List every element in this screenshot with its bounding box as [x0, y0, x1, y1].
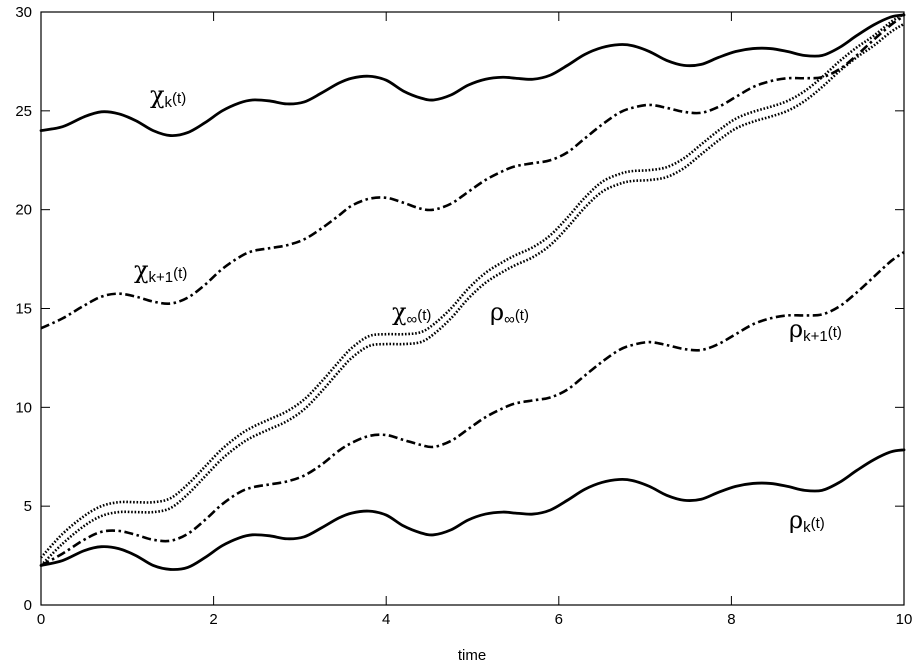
x-tick-label: 2: [209, 611, 217, 628]
label-rho-inf-base: ρ: [490, 298, 504, 326]
series-layer: [39, 12, 906, 571]
label-chi-k1-sub: k+1: [149, 269, 174, 286]
x-tick-label: 6: [555, 611, 563, 628]
label-rho-k-base: ρ: [789, 506, 803, 534]
x-tick-label: 8: [727, 611, 735, 628]
x-tick-label: 4: [382, 611, 390, 628]
series-line-rhok-t: [39, 448, 906, 571]
label-chi-k: χk(t): [150, 81, 186, 111]
label-chi-k1-tail: (t): [173, 265, 187, 282]
series-line-chiinf-t: [40, 12, 905, 559]
series-line-chik-1-t: [40, 14, 905, 330]
label-chi-k1-base: χ: [134, 256, 149, 284]
y-tick-label: 30: [15, 4, 32, 21]
series-line-chik-t: [39, 13, 906, 137]
label-rho-k1-base: ρ: [789, 315, 803, 343]
label-chi-k-sub: k: [165, 94, 173, 111]
y-tick-label: 25: [15, 103, 32, 120]
label-rho-k-tail: (t): [811, 515, 825, 532]
y-tick-label: 0: [24, 597, 32, 614]
label-chi-inf-tail: (t): [417, 307, 431, 324]
label-chi-k1: χk+1(t): [134, 256, 187, 286]
label-rho-k1-tail: (t): [828, 324, 842, 341]
label-rho-inf-sub: ∞: [504, 311, 515, 328]
y-tick-label: 20: [15, 202, 32, 219]
series-line-rhok-1-t: [40, 251, 905, 567]
x-tick-label: 0: [37, 611, 45, 628]
label-chi-inf: χ∞(t): [392, 298, 431, 328]
y-tick-label: 10: [15, 399, 32, 416]
label-rho-inf-tail: (t): [515, 307, 529, 324]
label-rho-k1: ρk+1(t): [789, 315, 842, 345]
label-chi-k-base: χ: [150, 81, 165, 109]
y-tick-label: 5: [24, 498, 32, 515]
label-rho-k: ρk(t): [789, 506, 825, 536]
y-tick-label: 15: [15, 301, 32, 318]
label-chi-inf-sub: ∞: [407, 311, 418, 328]
ticks-layer: 0 2 4 6 8 10 0 5 10 15 20 25 30: [15, 4, 912, 628]
label-rho-k1-sub: k+1: [803, 328, 828, 345]
x-tick-label: 10: [896, 611, 913, 628]
label-chi-k-tail: (t): [172, 90, 186, 107]
label-chi-inf-base: χ: [392, 298, 407, 326]
x-axis-title: time: [458, 647, 486, 664]
label-rho-k-sub: k: [803, 519, 811, 536]
label-rho-inf: ρ∞(t): [490, 298, 529, 328]
